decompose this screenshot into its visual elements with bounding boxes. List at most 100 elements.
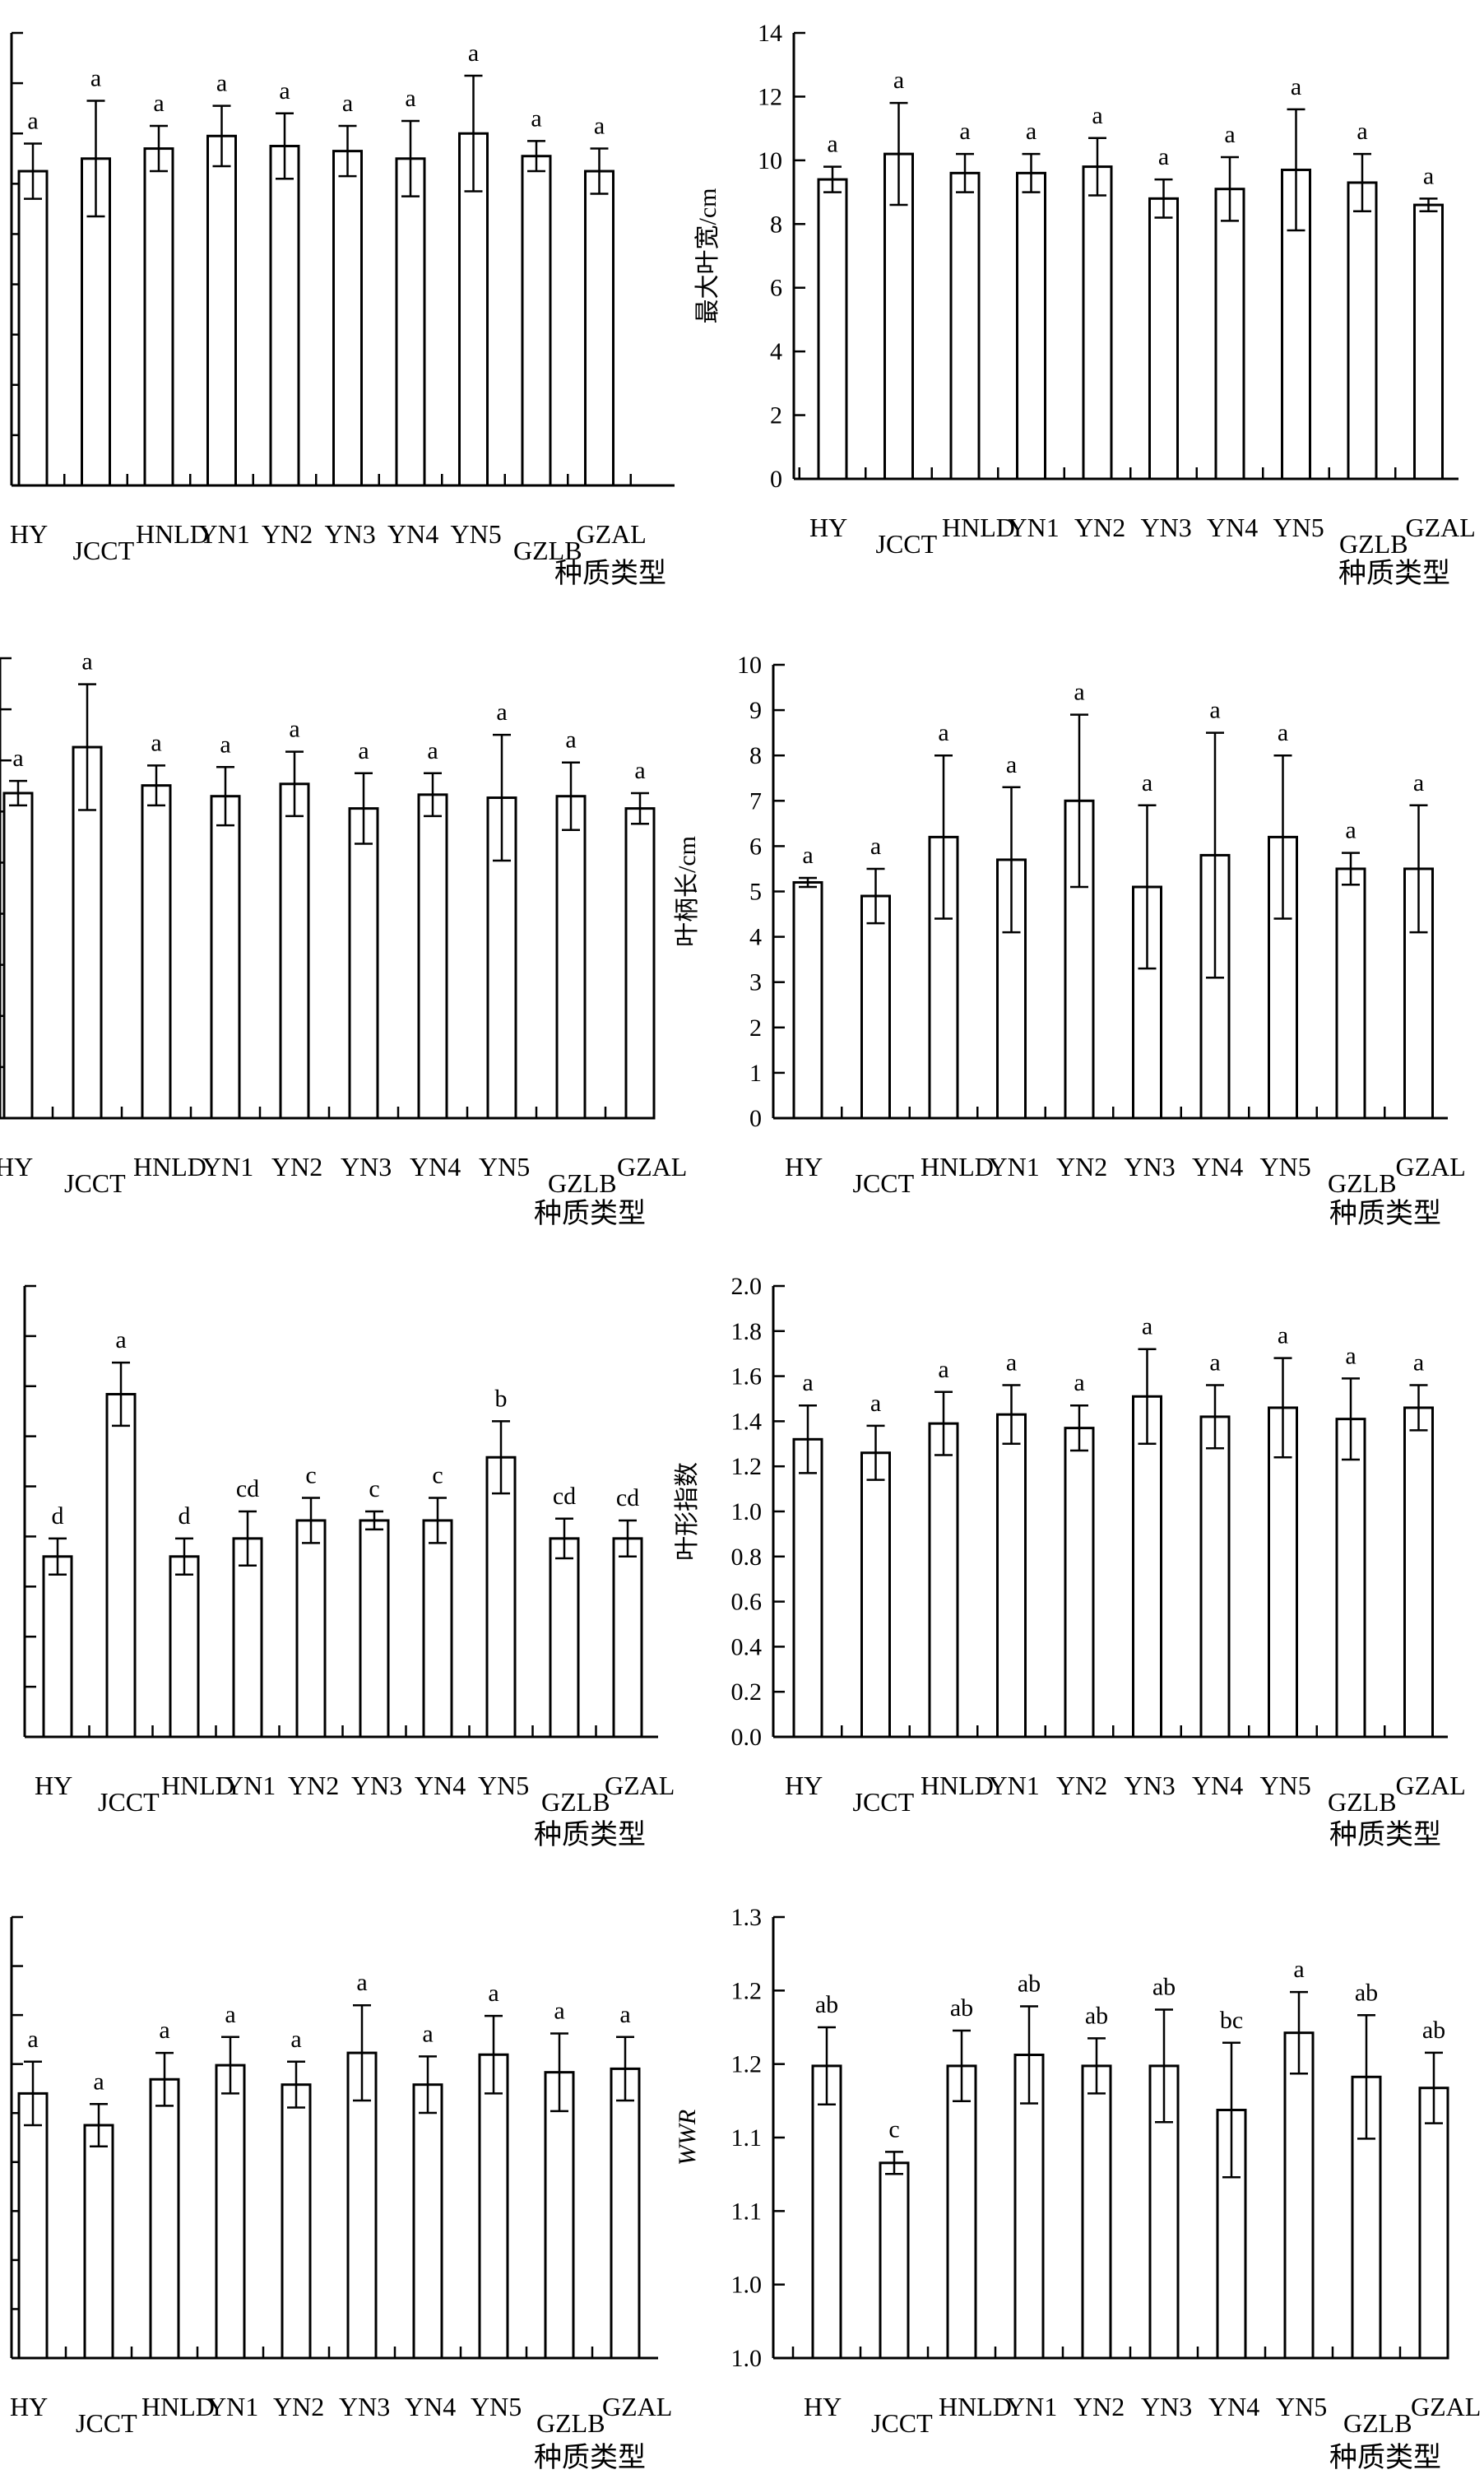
y-tick-label: 0 <box>770 466 782 493</box>
x-tick-label: YN3 <box>1125 1152 1176 1181</box>
x-tick-label: GZLB <box>513 536 582 565</box>
x-tick-label: YN1 <box>199 519 250 549</box>
significance-letter: a <box>802 1369 813 1396</box>
significance-letter: ab <box>815 1991 838 2018</box>
bar <box>83 2124 114 2360</box>
bar <box>143 147 174 487</box>
x-tick-label: YN4 <box>1208 2392 1259 2421</box>
bar <box>210 795 241 1120</box>
y-tick-label: 4 <box>770 338 782 365</box>
significance-letter: a <box>159 2017 169 2044</box>
x-tick-label: YN5 <box>478 1771 529 1800</box>
significance-letter: a <box>115 1326 126 1353</box>
significance-letter: cd <box>616 1484 639 1511</box>
significance-letter: a <box>1209 697 1220 724</box>
significance-letter: a <box>1006 1349 1017 1376</box>
significance-letter: a <box>12 745 23 772</box>
significance-letter: c <box>888 2115 899 2142</box>
y-tick-label: 4 <box>749 924 762 951</box>
x-tick-label: GZAL <box>1396 1771 1466 1800</box>
significance-letter: a <box>1278 719 1288 746</box>
x-axis-label: 种质类型 <box>1329 1819 1441 1850</box>
x-axis-label: 种质类型 <box>1329 1198 1441 1229</box>
bar <box>1283 2031 1315 2360</box>
bar <box>412 2083 443 2360</box>
x-tick-label: GZAL <box>602 2392 672 2421</box>
significance-letter: a <box>27 2026 38 2053</box>
x-tick-label: YN1 <box>1009 513 1060 542</box>
significance-letter: a <box>594 113 605 140</box>
bar <box>169 1555 200 1739</box>
bar <box>1081 2064 1112 2360</box>
bar <box>2 792 34 1120</box>
x-tick-label: JCCT <box>98 1787 160 1817</box>
bar <box>1413 203 1444 480</box>
significance-letter: a <box>893 67 904 94</box>
significance-letter: a <box>427 737 438 764</box>
y-tick-label: 12 <box>758 83 782 110</box>
significance-letter: cd <box>553 1483 576 1510</box>
bar <box>1199 1415 1231 1739</box>
x-tick-label: YN2 <box>1074 513 1125 542</box>
significance-letter: a <box>619 2001 630 2028</box>
x-tick-label: YN4 <box>405 2392 456 2421</box>
x-tick-label: JCCT <box>853 1787 915 1817</box>
y-tick-label: 14 <box>758 20 782 47</box>
x-tick-label: GZAL <box>1411 2392 1481 2421</box>
significance-letter: a <box>1356 118 1367 145</box>
bar <box>610 2067 641 2360</box>
x-tick-label: YN2 <box>1074 2392 1125 2421</box>
x-tick-label: YN3 <box>325 519 376 549</box>
significance-letter: ab <box>1422 2017 1445 2044</box>
x-tick-label: YN1 <box>1006 2392 1057 2421</box>
bar <box>346 2051 378 2360</box>
y-tick-label: 0.6 <box>731 1589 763 1616</box>
y-tick-label: 1.1 <box>731 2124 763 2152</box>
bar <box>485 1455 517 1739</box>
significance-letter: a <box>90 65 101 92</box>
x-tick-label: GZAL <box>1396 1152 1466 1181</box>
y-tick-label: 1.8 <box>731 1318 763 1345</box>
bar <box>215 2064 246 2360</box>
significance-letter: a <box>1413 769 1424 796</box>
significance-letter: c <box>369 1475 379 1502</box>
significance-letter: a <box>342 90 353 117</box>
significance-letter: a <box>1026 118 1036 145</box>
bar <box>1016 171 1046 480</box>
x-tick-label: HNLD <box>133 1152 206 1181</box>
x-tick-label: JCCT <box>876 529 938 559</box>
x-tick-label: HY <box>785 1152 823 1181</box>
bar <box>1418 2087 1449 2360</box>
x-tick-label: YN2 <box>1056 1771 1107 1800</box>
x-tick-label: YN5 <box>451 519 502 549</box>
significance-letter: a <box>1224 121 1235 148</box>
bar <box>811 2064 842 2360</box>
x-tick-label: YN3 <box>351 1771 402 1800</box>
bar <box>269 145 300 487</box>
x-tick-label: YN3 <box>339 2392 390 2421</box>
y-tick-label: 6 <box>770 275 782 302</box>
x-tick-label: YN4 <box>1207 513 1258 542</box>
bar <box>206 134 237 487</box>
x-tick-label: YN4 <box>387 519 438 549</box>
bar <box>521 155 552 487</box>
significance-letter: a <box>1074 1369 1084 1396</box>
significance-letter: a <box>959 118 970 145</box>
x-tick-label: YN1 <box>225 1771 276 1800</box>
significance-letter: bc <box>1220 2007 1243 2034</box>
significance-letter: a <box>422 2020 433 2047</box>
y-axis-label: 叶柄长/cm <box>674 836 701 947</box>
x-tick-label: HY <box>10 2392 48 2421</box>
y-tick-label: 2 <box>770 402 782 429</box>
significance-letter: a <box>531 104 541 132</box>
significance-letter: a <box>151 729 161 756</box>
x-tick-label: JCCT <box>76 2408 137 2438</box>
bar <box>879 2161 910 2360</box>
bar <box>1335 867 1366 1120</box>
significance-letter: a <box>496 699 507 726</box>
significance-letter: a <box>81 648 92 675</box>
bar <box>281 2083 312 2360</box>
x-tick-label: GZLB <box>1343 2408 1412 2438</box>
